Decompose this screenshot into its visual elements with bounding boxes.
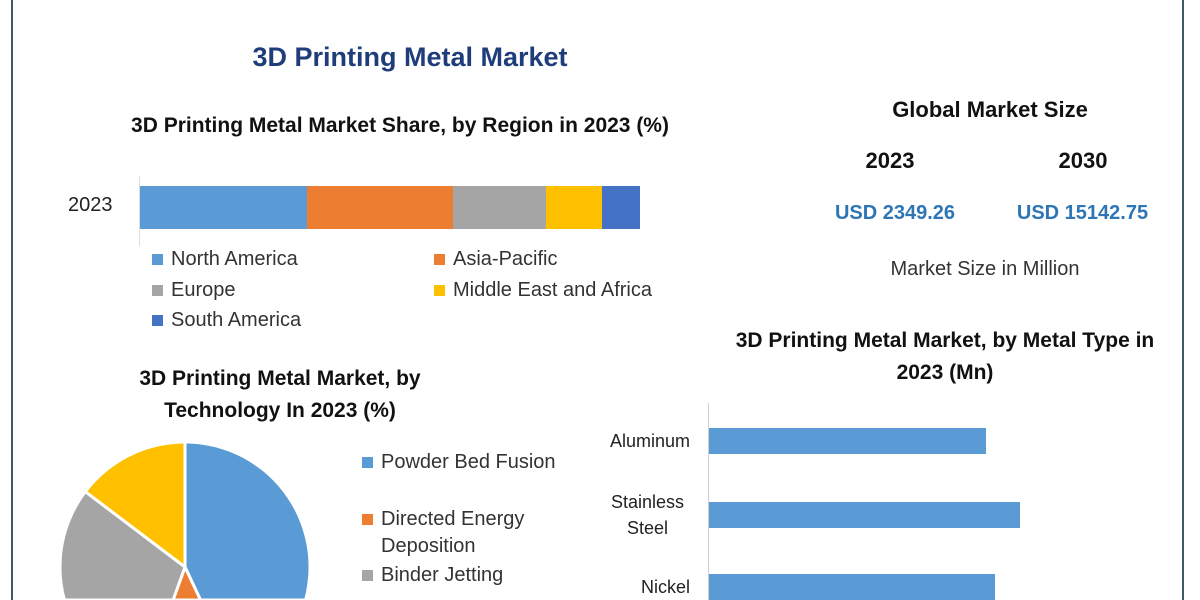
- region-segment-europe: [453, 186, 546, 229]
- legend-swatch: [434, 254, 445, 265]
- legend-swatch: [152, 285, 163, 296]
- year-2023: 2023: [865, 148, 915, 173]
- metal-category-label-line: Steel: [626, 518, 669, 538]
- page-title: 3D Printing Metal Market: [252, 42, 568, 72]
- legend-label: Directed Energy Deposition: [381, 508, 525, 557]
- metal-category-label-line: Nickel: [640, 577, 690, 597]
- metal-chart-title: 3D Printing Metal Market, by Metal Type …: [735, 329, 1155, 384]
- year-2030: 2030: [1058, 148, 1108, 173]
- region-segment-asia-pacific: [307, 186, 453, 229]
- pie-slice-binder-jetting: [58, 489, 187, 600]
- frame-border-left: [11, 0, 13, 600]
- legend-label: Powder Bed Fusion: [381, 451, 556, 473]
- legend-label: South America: [171, 309, 302, 331]
- legend-swatch: [362, 570, 373, 581]
- technology-legend-item: Directed Energy Deposition: [362, 506, 572, 560]
- market-value-2030: USD 15142.75: [1016, 202, 1149, 224]
- region-legend-item: Asia-Pacific: [434, 248, 557, 271]
- region-segment-middle-east-and-africa: [546, 186, 602, 229]
- region-legend-item: Middle East and Africa: [434, 279, 652, 302]
- legend-swatch: [362, 514, 373, 525]
- metal-category-label-line: Stainless: [610, 492, 685, 512]
- legend-label: Binder Jetting: [381, 564, 504, 586]
- legend-swatch: [434, 285, 445, 296]
- metal-bar-nickel: [709, 574, 996, 600]
- pie-slice-other: [83, 440, 187, 571]
- global-market-title: Global Market Size: [892, 97, 1088, 122]
- legend-swatch: [152, 254, 163, 265]
- metal-category-label: Nickel: [560, 574, 690, 600]
- market-value-2023: USD 2349.26: [834, 202, 956, 224]
- technology-pie-chart: [58, 440, 312, 600]
- market-size-note: Market Size in Million: [890, 258, 1080, 280]
- region-segment-south-america: [602, 186, 640, 229]
- legend-label: Europe: [171, 279, 236, 301]
- metal-category-label: Stainless Steel: [585, 489, 710, 541]
- region-segment-north-america: [140, 186, 307, 229]
- legend-label: Asia-Pacific: [453, 248, 558, 270]
- legend-label: Middle East and Africa: [453, 279, 652, 301]
- region-legend-item: South America: [152, 309, 301, 332]
- region-chart-title: 3D Printing Metal Market Share, by Regio…: [131, 114, 669, 137]
- technology-legend-item: Binder Jetting: [362, 562, 572, 589]
- frame-border-right: [1182, 0, 1184, 600]
- technology-legend-item: Powder Bed Fusion: [362, 449, 572, 476]
- region-legend-item: Europe: [152, 279, 236, 302]
- region-legend-item: North America: [152, 248, 298, 271]
- legend-label: North America: [171, 248, 298, 270]
- metal-category-label: Aluminum: [560, 428, 690, 454]
- metal-axis-line: [708, 403, 709, 600]
- metal-bar-stainless-steel: [709, 502, 1020, 528]
- region-stacked-bar: [140, 186, 640, 229]
- metal-category-label-line: Aluminum: [609, 431, 690, 451]
- legend-swatch: [362, 457, 373, 468]
- region-axis-line: [139, 176, 140, 246]
- pie-slice-powder-bed-fusion: [183, 440, 312, 600]
- region-category-label: 2023: [68, 194, 113, 216]
- technology-chart-title: 3D Printing Metal Market, by Technology …: [139, 367, 421, 422]
- legend-swatch: [152, 315, 163, 326]
- metal-bar-aluminum: [709, 428, 986, 454]
